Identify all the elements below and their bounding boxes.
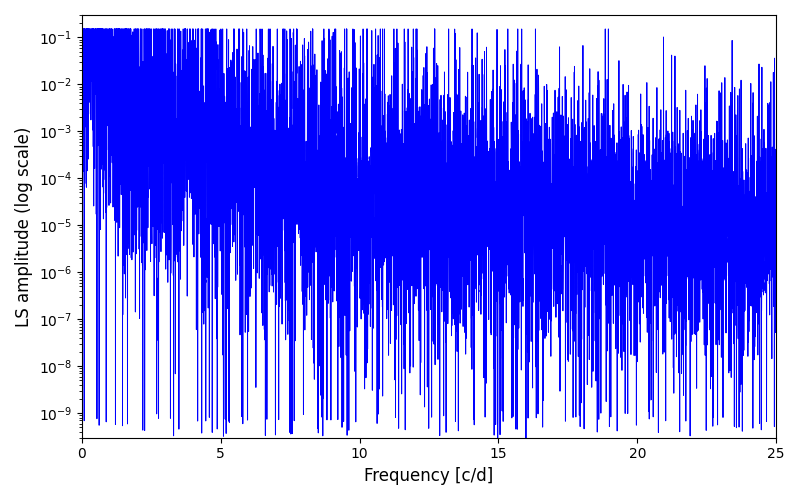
Y-axis label: LS amplitude (log scale): LS amplitude (log scale) <box>15 126 33 326</box>
X-axis label: Frequency [c/d]: Frequency [c/d] <box>364 467 494 485</box>
